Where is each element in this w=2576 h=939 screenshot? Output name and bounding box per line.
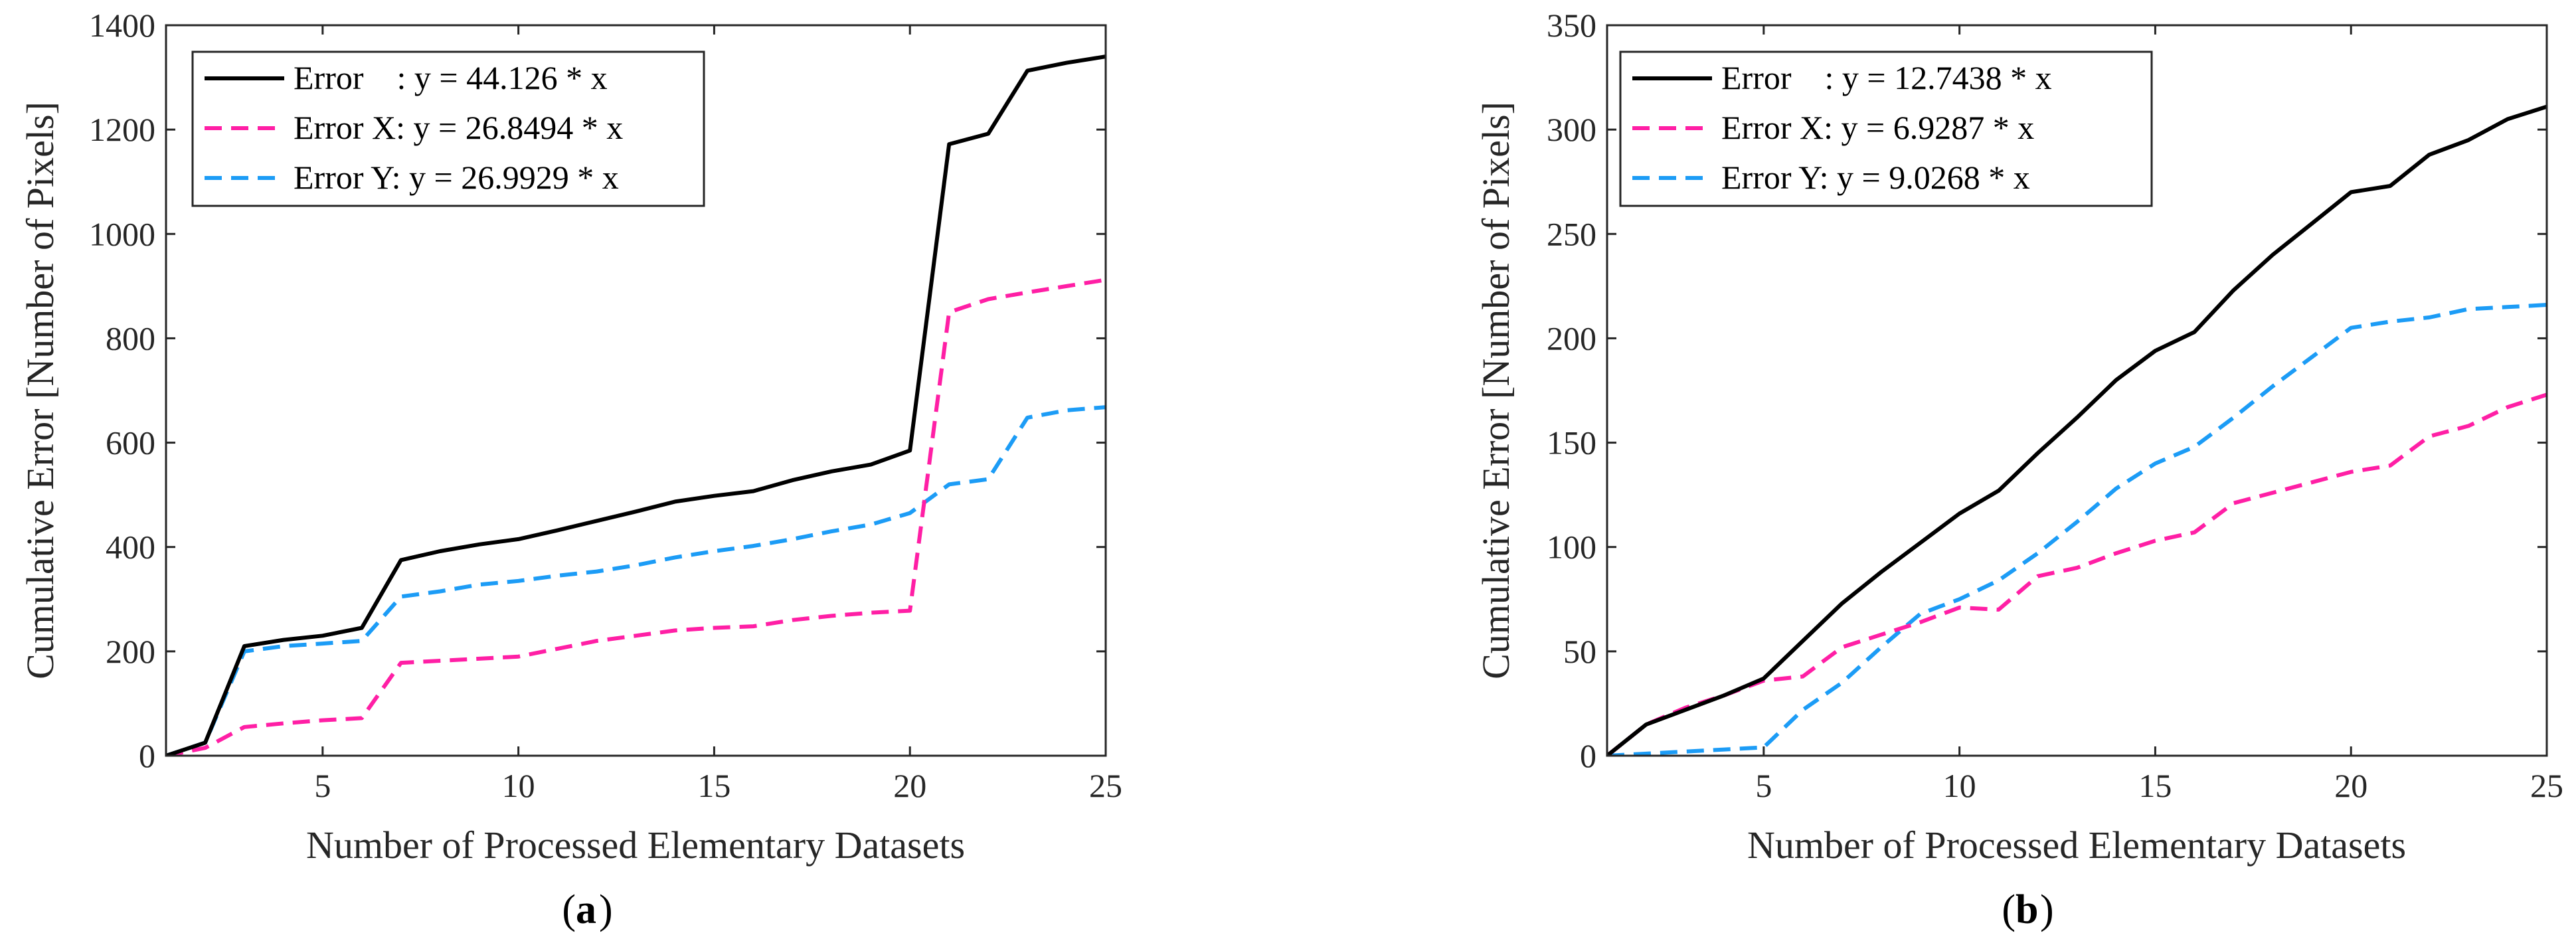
chart-a-ytick-label: 600 [106, 424, 155, 462]
chart-b-legend-label-error-x: Error X: y = 6.9287 * x [1721, 109, 2034, 146]
chart-a-panel-paren-open: ( [562, 887, 576, 932]
chart-a-ytick-label: 1000 [89, 215, 155, 252]
chart-b-panel-paren-open: ( [2002, 887, 2016, 932]
chart-a-xtick-label: 5 [314, 767, 331, 804]
chart-a-ytick-label: 0 [139, 737, 155, 774]
chart-a-panel-letter: a [576, 887, 596, 932]
chart-a-y-ticks: 0 200 400 600 800 1000 1200 1400 [89, 7, 1106, 774]
chart-a-xlabel: Number of Processed Elementary Datasets [306, 823, 965, 867]
chart-a-axes-box [165, 24, 1107, 757]
chart-b-ytick-label: 350 [1547, 7, 1596, 44]
chart-a-ytick-label: 1200 [89, 111, 155, 148]
chart-a-ytick-label: 400 [106, 529, 155, 566]
chart-b-x-ticks: 5 10 15 20 25 [1755, 25, 2563, 804]
chart-a-series-error-line [166, 54, 1106, 756]
chart-b-ytick-label: 0 [1580, 737, 1596, 774]
chart-a-xtick-label: 25 [1089, 767, 1122, 804]
chart-a-legend: Error : y = 44.126 * x Error X: y = 26.8… [191, 50, 705, 207]
chart-b-ytick-label: 300 [1547, 111, 1596, 148]
chart-b: 0 50 100 150 200 250 300 350 5 10 15 20 25 Number o… [1474, 7, 2563, 932]
chart-b-xtick-label: 10 [1943, 767, 1976, 804]
chart-b-y-ticks: 0 50 100 150 200 250 300 350 [1547, 7, 2547, 774]
chart-b-panel-paren-close: ) [2040, 887, 2054, 932]
chart-b-xtick-label: 25 [2530, 767, 2563, 804]
chart-b-ytick-label: 100 [1547, 529, 1596, 566]
chart-b-series-error-y-line [1607, 303, 2547, 756]
chart-a-legend-label-error-x: Error X: y = 26.8494 * x [294, 109, 623, 146]
chart-a-xtick-label: 10 [502, 767, 535, 804]
chart-b-ytick-label: 200 [1547, 319, 1596, 357]
chart-b-axes-box [1606, 24, 2548, 757]
chart-b-series-error-line [1607, 104, 2547, 756]
chart-a-xtick-label: 15 [697, 767, 730, 804]
chart-b-ytick-label: 150 [1547, 424, 1596, 462]
chart-b-ylabel: Cumulative Error [Number of Pixels] [1474, 102, 1517, 679]
chart-a-ytick-label: 800 [106, 319, 155, 357]
chart-a-panel-label: ( a ) [562, 887, 612, 932]
chart-a-ylabel: Cumulative Error [Number of Pixels] [19, 102, 62, 679]
chart-b-legend-label-error-y: Error Y: y = 9.0268 * x [1721, 159, 2030, 196]
chart-a-x-ticks: 5 10 15 20 25 [314, 25, 1122, 804]
chart-a-xtick-label: 20 [893, 767, 926, 804]
chart-b-legend-label-error: Error : y = 12.7438 * x [1721, 59, 2052, 96]
chart-b-panel-label: ( b ) [2002, 887, 2053, 932]
chart-a-legend-label-error-y: Error Y: y = 26.9929 * x [294, 159, 619, 196]
chart-a-series-error-x-line [166, 278, 1106, 756]
chart-a-ytick-label: 200 [106, 633, 155, 670]
chart-b-xtick-label: 15 [2138, 767, 2172, 804]
chart-b-ytick-label: 250 [1547, 215, 1596, 252]
chart-b-panel-letter: b [2016, 887, 2038, 932]
chart-b-xtick-label: 5 [1755, 767, 1772, 804]
chart-a: 0 200 400 600 800 1000 1200 1400 5 10 15 20 25 Numb… [19, 7, 1122, 932]
chart-a-series [166, 54, 1106, 756]
chart-b-xtick-label: 20 [2334, 767, 2367, 804]
chart-a-series-error-y-line [166, 405, 1106, 756]
chart-a-legend-label-error: Error : y = 44.126 * x [294, 59, 608, 96]
chart-a-panel-paren-close: ) [599, 887, 613, 932]
chart-b-xlabel: Number of Processed Elementary Datasets [1747, 823, 2406, 867]
chart-b-legend: Error : y = 12.7438 * x Error X: y = 6.9… [1619, 50, 2153, 207]
chart-a-ytick-label: 1400 [89, 7, 155, 44]
chart-b-ytick-label: 50 [1563, 633, 1596, 670]
chart-b-series [1607, 104, 2547, 756]
